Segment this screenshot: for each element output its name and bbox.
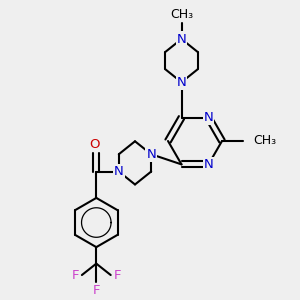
Text: N: N <box>204 111 213 124</box>
Text: N: N <box>204 158 213 171</box>
Text: F: F <box>92 284 100 297</box>
Text: F: F <box>72 268 79 281</box>
Text: F: F <box>114 268 121 281</box>
Text: N: N <box>177 76 186 89</box>
Text: CH₃: CH₃ <box>254 134 277 148</box>
Text: N: N <box>114 165 124 178</box>
Text: N: N <box>146 148 156 161</box>
Text: O: O <box>90 138 100 151</box>
Text: CH₃: CH₃ <box>170 8 193 21</box>
Text: N: N <box>177 32 186 46</box>
